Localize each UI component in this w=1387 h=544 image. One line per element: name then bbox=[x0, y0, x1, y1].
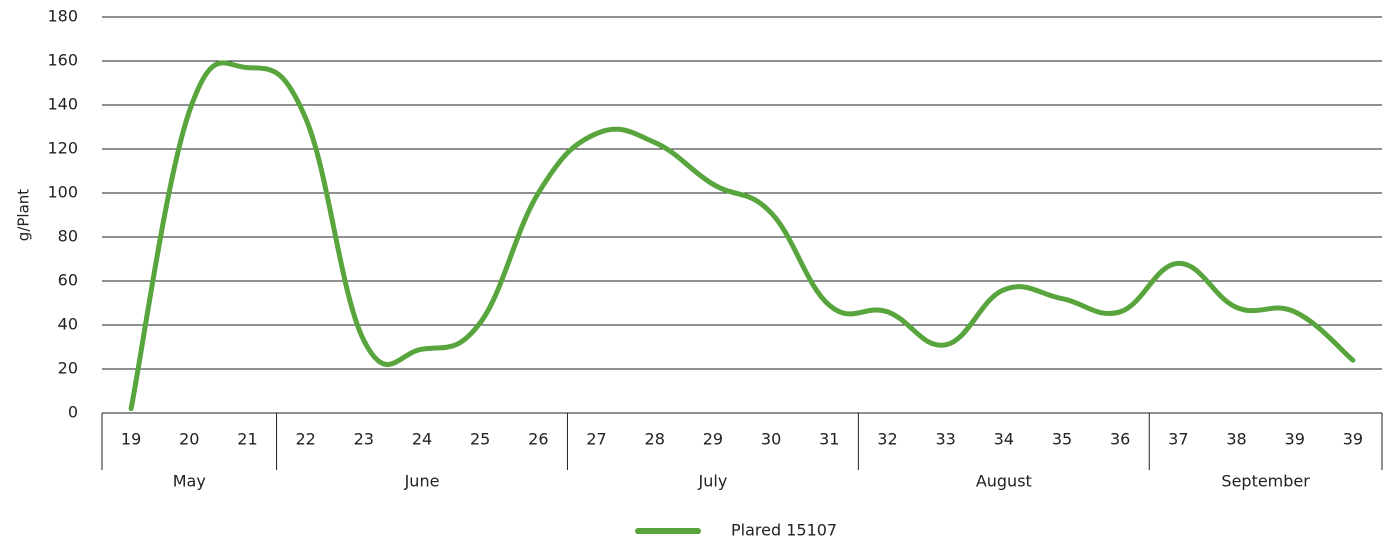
y-axis-ticks: 0 20 40 60 80 100 120 140 160 180 bbox=[47, 7, 78, 422]
data-point bbox=[420, 347, 425, 352]
data-point bbox=[361, 338, 366, 343]
x-group-label: July bbox=[698, 472, 728, 491]
x-tick-label: 21 bbox=[237, 430, 257, 449]
data-point bbox=[303, 116, 308, 121]
data-point bbox=[1001, 287, 1006, 292]
legend: Plared 15107 bbox=[635, 521, 837, 540]
legend-label: Plared 15107 bbox=[731, 521, 837, 540]
x-tick-label: 19 bbox=[121, 430, 141, 449]
data-point bbox=[885, 309, 890, 314]
data-point bbox=[1176, 261, 1181, 266]
data-point bbox=[129, 406, 134, 411]
x-tick-label: 25 bbox=[470, 430, 490, 449]
x-tick-label: 26 bbox=[528, 430, 548, 449]
x-tick-label: 30 bbox=[761, 430, 781, 449]
series-lines bbox=[128, 60, 1356, 412]
x-group-label: May bbox=[173, 472, 206, 491]
x-tick-label: 29 bbox=[703, 430, 723, 449]
data-point bbox=[652, 140, 657, 145]
data-point bbox=[1350, 358, 1355, 363]
x-group-label: August bbox=[976, 472, 1032, 491]
data-point bbox=[1118, 309, 1123, 314]
y-tick-label: 20 bbox=[58, 359, 78, 378]
data-point bbox=[478, 320, 483, 325]
x-tick-label: 23 bbox=[354, 430, 374, 449]
x-tick-label: 34 bbox=[994, 430, 1014, 449]
x-tick-label: 28 bbox=[645, 430, 665, 449]
data-point bbox=[1234, 305, 1239, 310]
x-tick-label: 22 bbox=[295, 430, 315, 449]
y-tick-label: 80 bbox=[58, 227, 78, 246]
x-tick-label: 33 bbox=[935, 430, 955, 449]
y-tick-label: 100 bbox=[47, 183, 78, 202]
data-point bbox=[943, 342, 948, 347]
data-point bbox=[594, 131, 599, 136]
data-point bbox=[827, 303, 832, 308]
data-point bbox=[769, 210, 774, 215]
x-tick-label: 39 bbox=[1285, 430, 1305, 449]
y-tick-label: 160 bbox=[47, 51, 78, 70]
y-axis-label: g/Plant bbox=[15, 189, 33, 241]
data-point bbox=[536, 191, 541, 196]
x-tick-label: 31 bbox=[819, 430, 839, 449]
y-tick-label: 60 bbox=[58, 271, 78, 290]
x-tick-label: 36 bbox=[1110, 430, 1130, 449]
x-tick-label: 27 bbox=[586, 430, 606, 449]
x-tick-label: 24 bbox=[412, 430, 432, 449]
data-point bbox=[245, 65, 250, 70]
x-tick-label: 38 bbox=[1226, 430, 1246, 449]
y-tick-label: 0 bbox=[68, 403, 78, 422]
data-point bbox=[1292, 309, 1297, 314]
y-tick-label: 180 bbox=[47, 7, 78, 26]
x-tick-label: 20 bbox=[179, 430, 199, 449]
data-point bbox=[1060, 296, 1065, 301]
y-tick-label: 40 bbox=[58, 315, 78, 334]
data-point bbox=[187, 109, 192, 114]
y-tick-label: 120 bbox=[47, 139, 78, 158]
x-tick-label: 32 bbox=[877, 430, 897, 449]
x-tick-label: 39 bbox=[1343, 430, 1363, 449]
x-group-label: June bbox=[404, 472, 440, 491]
x-group-label: September bbox=[1221, 472, 1310, 491]
series-line bbox=[128, 60, 1356, 412]
x-tick-label: 37 bbox=[1168, 430, 1188, 449]
gridlines bbox=[102, 16, 1382, 414]
x-tick-label: 35 bbox=[1052, 430, 1072, 449]
x-axis: 19 20 21 22 23 24 25 26 27 28 29 30 31 32 33 34 35 36 37 38… bbox=[101, 413, 1383, 491]
data-point bbox=[710, 182, 715, 187]
y-tick-label: 140 bbox=[47, 95, 78, 114]
